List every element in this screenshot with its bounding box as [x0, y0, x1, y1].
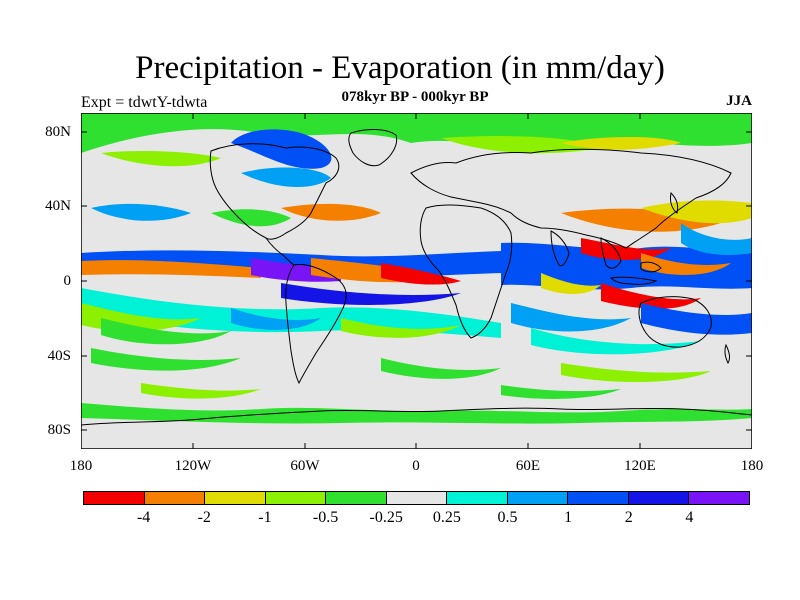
lon-label-180w: 180	[69, 458, 93, 474]
lon-label-120w: 120W	[174, 458, 212, 474]
legend-label: 4	[685, 509, 694, 526]
lat-label-40s: 40S	[47, 348, 71, 364]
season-label: JJA	[726, 93, 752, 109]
lat-label-80n: 80N	[45, 124, 71, 140]
legend-swatch	[144, 492, 206, 504]
lat-label-0: 0	[63, 273, 72, 289]
legend-swatch	[265, 492, 327, 504]
color-legend-bar	[83, 491, 750, 505]
legend-label: 1	[564, 509, 573, 526]
legend-swatch	[568, 492, 629, 504]
legend-swatch	[84, 492, 145, 504]
lon-label-60w: 60W	[290, 458, 320, 474]
legend-label: -0.25	[369, 509, 403, 526]
legend-swatch	[507, 492, 569, 504]
legend-swatch	[628, 492, 690, 504]
legend-label: -0.5	[312, 509, 339, 526]
lat-label-40n: 40N	[45, 198, 71, 214]
legend-swatch	[689, 492, 750, 504]
figure-subtitle: 078kyr BP - 000kyr BP	[341, 89, 489, 105]
axis-ticks	[81, 113, 752, 449]
legend-label: -1	[258, 509, 272, 526]
lon-label-180e: 180	[740, 458, 764, 474]
legend-swatch	[386, 492, 448, 504]
lon-label-0: 0	[412, 458, 420, 474]
legend-label: 0.5	[497, 509, 518, 526]
legend-swatch	[326, 492, 387, 504]
legend-label: -2	[197, 509, 211, 526]
experiment-label: Expt = tdwtY-tdwta	[81, 94, 208, 111]
lat-label-80s: 80S	[47, 422, 71, 438]
lon-label-120e: 120E	[624, 458, 656, 474]
legend-swatch	[447, 492, 508, 504]
contour-fields	[81, 113, 752, 424]
coastlines	[81, 129, 752, 426]
map-panel	[81, 113, 752, 449]
lon-label-60e: 60E	[515, 458, 541, 474]
figure-title: Precipitation - Evaporation (in mm/day)	[135, 50, 665, 86]
legend-label: 2	[624, 509, 633, 526]
legend-label: -4	[136, 509, 151, 526]
map-svg	[81, 113, 752, 449]
legend-swatch	[205, 492, 266, 504]
legend-label: 0.25	[432, 509, 461, 526]
